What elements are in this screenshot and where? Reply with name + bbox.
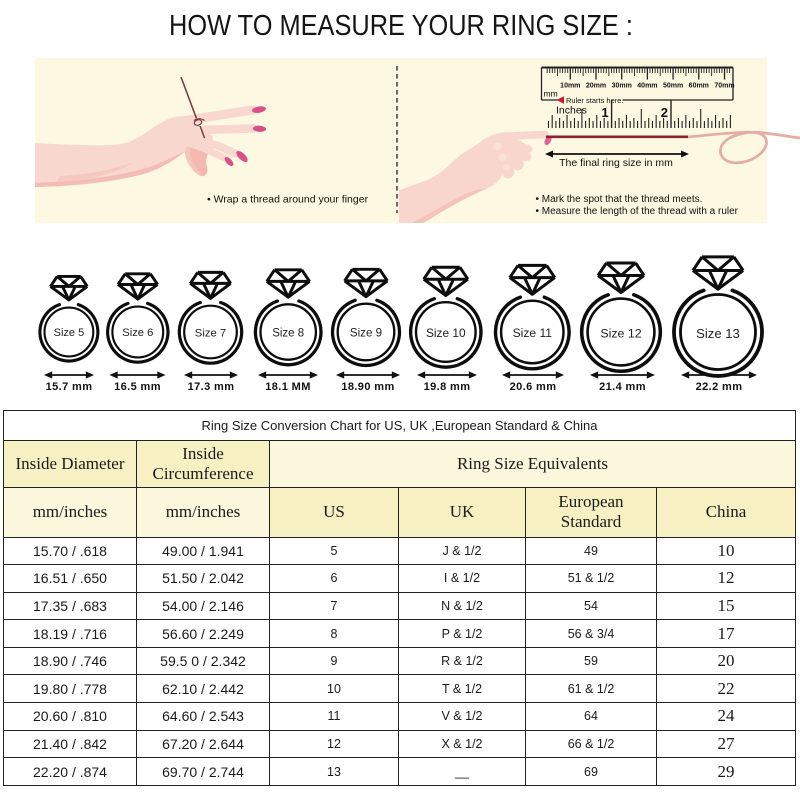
svg-text:Ruler starts here.: Ruler starts here. — [566, 96, 624, 105]
svg-text:22.2 mm: 22.2 mm — [696, 381, 743, 393]
svg-text:Size 9: Size 9 — [350, 327, 382, 340]
svg-text:1: 1 — [601, 105, 608, 120]
svg-text:• Measure the length of the th: • Measure the length of the thread with … — [536, 206, 739, 217]
svg-text:Size 8: Size 8 — [272, 328, 304, 340]
svg-text:16.5 mm: 16.5 mm — [114, 381, 161, 393]
svg-text:20.6 mm: 20.6 mm — [510, 381, 557, 393]
svg-text:• Mark the spot that the threa: • Mark the spot that the thread meets. — [536, 194, 703, 205]
svg-text:10mm: 10mm — [560, 83, 580, 90]
svg-text:Size 7: Size 7 — [195, 327, 226, 339]
svg-text:70mm: 70mm — [714, 83, 734, 90]
svg-text:15.7 mm: 15.7 mm — [46, 381, 93, 393]
svg-text:18.90 mm: 18.90 mm — [341, 381, 394, 393]
svg-text:18.1 MM: 18.1 MM — [265, 381, 311, 393]
svg-text:17.3 mm: 17.3 mm — [188, 381, 235, 393]
svg-text:21.4 mm: 21.4 mm — [599, 381, 646, 393]
svg-text:19.8 mm: 19.8 mm — [424, 381, 471, 393]
svg-text:Size 5: Size 5 — [54, 327, 85, 339]
svg-text:50mm: 50mm — [663, 83, 683, 90]
svg-text:mm: mm — [544, 89, 558, 99]
svg-text:Size 6: Size 6 — [122, 327, 153, 339]
svg-text:30mm: 30mm — [612, 83, 632, 90]
svg-text:Inches: Inches — [556, 105, 587, 117]
svg-text:Size 10: Size 10 — [426, 326, 466, 340]
svg-text:Size 11: Size 11 — [513, 326, 553, 340]
svg-text:2: 2 — [661, 105, 668, 120]
svg-text:Size 13: Size 13 — [696, 326, 740, 341]
svg-text:Size 12: Size 12 — [600, 327, 641, 341]
svg-text:60mm: 60mm — [689, 83, 709, 90]
svg-text:• Wrap a thread around your fi: • Wrap a thread around your finger — [207, 194, 369, 206]
svg-text:40mm: 40mm — [637, 83, 657, 90]
svg-text:20mm: 20mm — [586, 83, 606, 90]
svg-text:The final ring size in mm: The final ring size in mm — [559, 157, 673, 169]
